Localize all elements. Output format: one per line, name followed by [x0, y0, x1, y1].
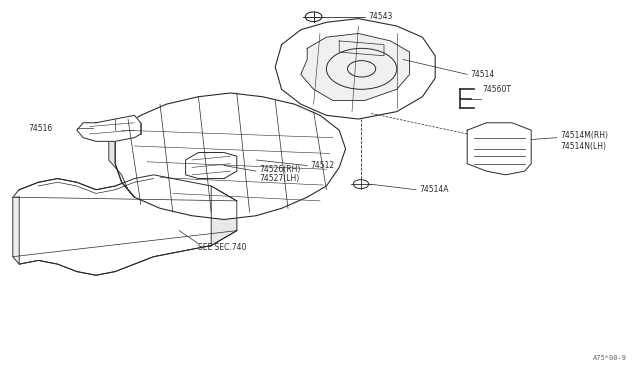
Text: 74514: 74514 [470, 70, 495, 79]
Text: 74514M(RH): 74514M(RH) [560, 131, 608, 140]
Polygon shape [467, 123, 531, 175]
Text: 74514N(LH): 74514N(LH) [560, 142, 606, 151]
Text: 74526(RH): 74526(RH) [259, 165, 301, 174]
Polygon shape [301, 33, 410, 100]
Text: 74516: 74516 [29, 124, 53, 133]
Polygon shape [109, 130, 134, 197]
Polygon shape [186, 153, 237, 179]
Text: SEE SEC.740: SEE SEC.740 [198, 243, 247, 252]
Text: 74543: 74543 [368, 12, 392, 21]
Polygon shape [77, 115, 141, 141]
Polygon shape [115, 93, 346, 219]
Polygon shape [211, 186, 237, 246]
Polygon shape [13, 197, 19, 264]
Polygon shape [275, 19, 435, 119]
Text: 74512: 74512 [310, 161, 335, 170]
Text: A75*00-9: A75*00-9 [593, 355, 627, 361]
Text: 74514A: 74514A [419, 185, 449, 194]
Text: 74527(LH): 74527(LH) [259, 174, 300, 183]
Polygon shape [13, 175, 237, 275]
Text: 74560T: 74560T [483, 85, 511, 94]
